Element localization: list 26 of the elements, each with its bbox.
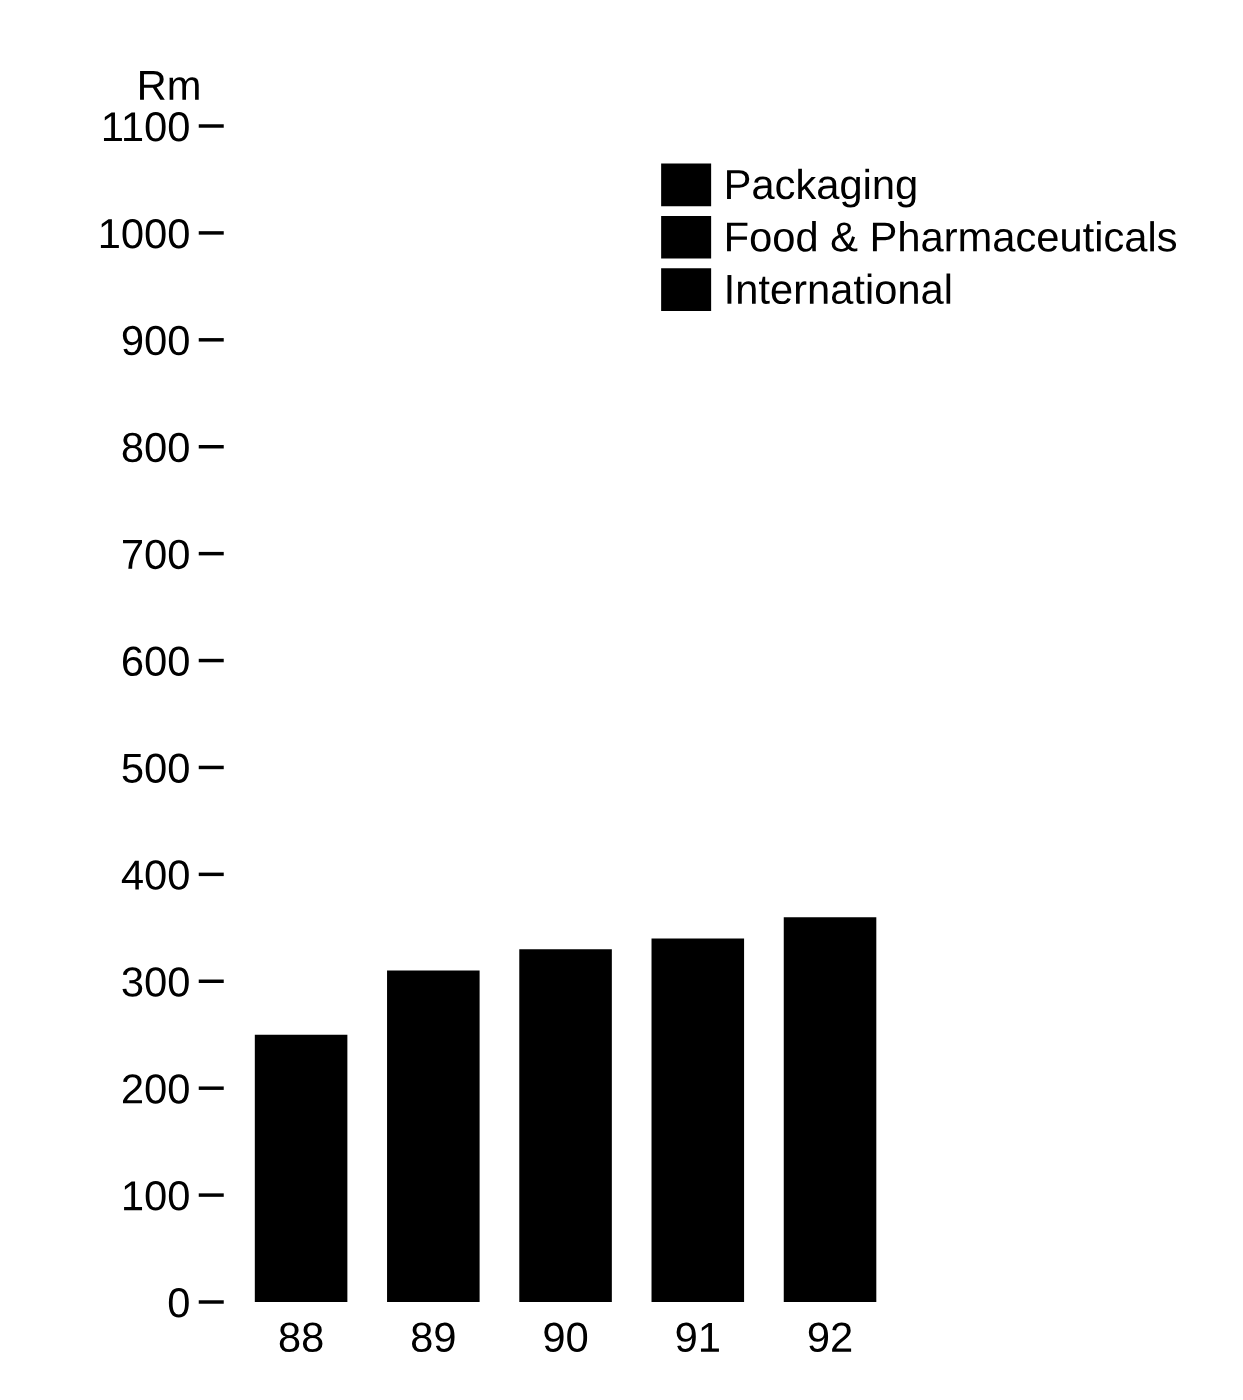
legend-label: Food & Pharmaceuticals — [727, 221, 1177, 252]
y-tick-label: 800 — [122, 432, 189, 463]
bar — [519, 949, 612, 1302]
y-tick-label: 900 — [122, 325, 189, 356]
y-tick-label: 200 — [122, 1074, 189, 1104]
x-tick-label: 91 — [676, 1322, 719, 1353]
x-tick-label: 90 — [544, 1322, 588, 1353]
y-tick-label: 1000 — [100, 218, 189, 249]
x-tick-label: 92 — [808, 1322, 852, 1353]
legend-label: Packaging — [727, 168, 916, 208]
y-tick-label: 1100 — [103, 112, 189, 142]
bar — [387, 970, 480, 1302]
y-tick-label: 0 — [168, 1288, 189, 1318]
y-tick-label: 500 — [122, 753, 189, 783]
bar — [783, 917, 877, 1302]
y-tick-label: 100 — [124, 1181, 189, 1211]
y-tick-label: 700 — [123, 539, 189, 570]
y-tick-label: 300 — [122, 967, 189, 997]
bar — [651, 938, 745, 1302]
legend-label: International — [727, 273, 951, 305]
bar — [254, 1034, 348, 1302]
y-tick-label: 600 — [123, 646, 189, 677]
x-tick-label: 88 — [279, 1322, 323, 1353]
y-axis-title: Rm — [140, 71, 199, 100]
y-tick-label: 400 — [121, 860, 189, 890]
x-tick-label: 89 — [411, 1322, 455, 1353]
